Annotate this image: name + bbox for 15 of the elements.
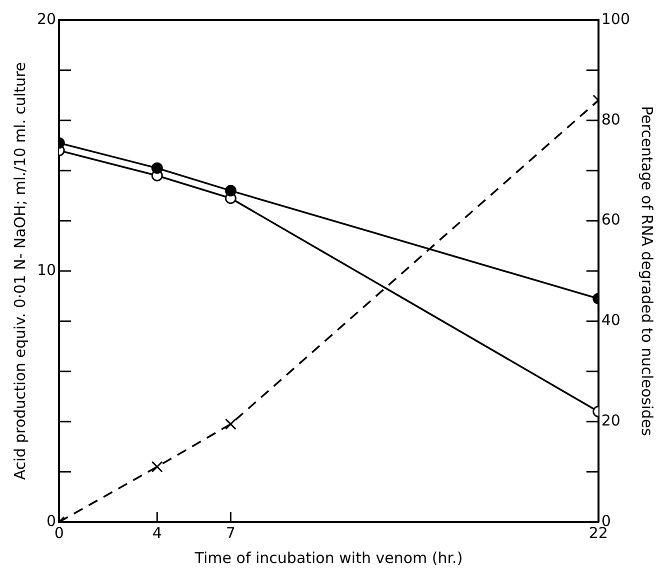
y-tick-label: 10 bbox=[36, 260, 56, 279]
y2-tick-label: 80 bbox=[601, 110, 620, 128]
point bbox=[224, 418, 236, 430]
y2-tick-label: 100 bbox=[601, 10, 630, 28]
y2-tick-label: 60 bbox=[601, 210, 620, 229]
x-tick-label: 7 bbox=[226, 524, 236, 542]
y-tick-label: 20 bbox=[36, 10, 56, 28]
point bbox=[151, 461, 163, 472]
x-axis-title: Time of incubation with venom (hr.) bbox=[194, 548, 463, 567]
y-axis-title: Acid production equiv. 0·01 N- NaOH; ml./10 ml. culture bbox=[10, 62, 29, 480]
y2-tick-label: 40 bbox=[601, 311, 620, 330]
y2-tick-label: 20 bbox=[601, 411, 620, 430]
y2-axis-title: Percentage of RNA degraded to nucleosides bbox=[638, 106, 656, 436]
y-tick-label: 0 bbox=[46, 512, 56, 530]
x-tick-label: 4 bbox=[152, 524, 162, 542]
